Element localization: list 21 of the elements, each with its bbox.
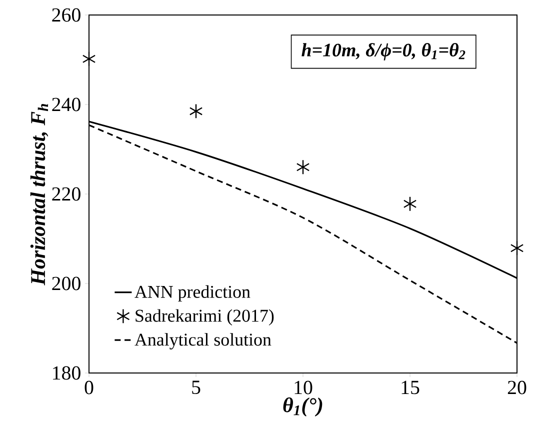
point xyxy=(510,240,524,256)
point xyxy=(296,160,310,175)
x-axis-title: θ$_{1}$(°) xyxy=(283,397,322,416)
legend-label: Sadrekarimi (2017) xyxy=(136,309,274,326)
y-tick-label: 260 xyxy=(52,8,80,22)
legend-label: ANN prediction xyxy=(134,285,250,302)
legend-label: Analytical solution xyxy=(134,333,272,350)
point xyxy=(82,51,96,66)
x-tick-label: 5 xyxy=(192,380,200,394)
y-tick-label: 200 xyxy=(52,276,80,290)
y-axis-title: Horizontal thrust, F$_{h}$ xyxy=(30,104,48,286)
x-tick-label: 15 xyxy=(402,380,420,394)
y-tick-label: 240 xyxy=(52,98,80,112)
point xyxy=(189,104,203,119)
annotation: h=10m, δ/ϕ=0, θ$_{1}$=θ$_{2}$ xyxy=(302,43,466,60)
y-tick-label: 220 xyxy=(52,187,80,201)
x-tick-label: 10 xyxy=(294,380,312,394)
point xyxy=(403,196,417,212)
y-tick-label: 180 xyxy=(53,366,80,380)
x-tick-label: 0 xyxy=(84,380,94,394)
x-tick-label: 20 xyxy=(508,380,526,394)
